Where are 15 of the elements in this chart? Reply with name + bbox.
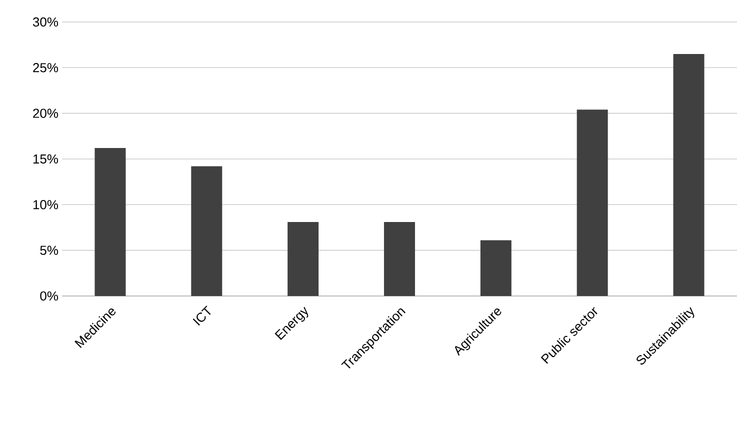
bar (480, 240, 512, 296)
x-tick-label: ICT (192, 306, 211, 326)
y-tick-label: 25% (33, 63, 58, 72)
y-tick-label: 15% (33, 154, 58, 164)
y-tick-label: 30% (32, 17, 58, 27)
bar (384, 222, 415, 296)
bar (673, 54, 704, 296)
y-tick-label: 0% (40, 291, 58, 301)
y-tick-label: 20% (33, 108, 58, 118)
bar (288, 222, 319, 296)
y-tick-label: 5% (40, 246, 58, 255)
y-tick-label: 10% (33, 200, 58, 210)
bar (576, 110, 608, 296)
bar (94, 148, 126, 296)
bar (191, 166, 222, 296)
